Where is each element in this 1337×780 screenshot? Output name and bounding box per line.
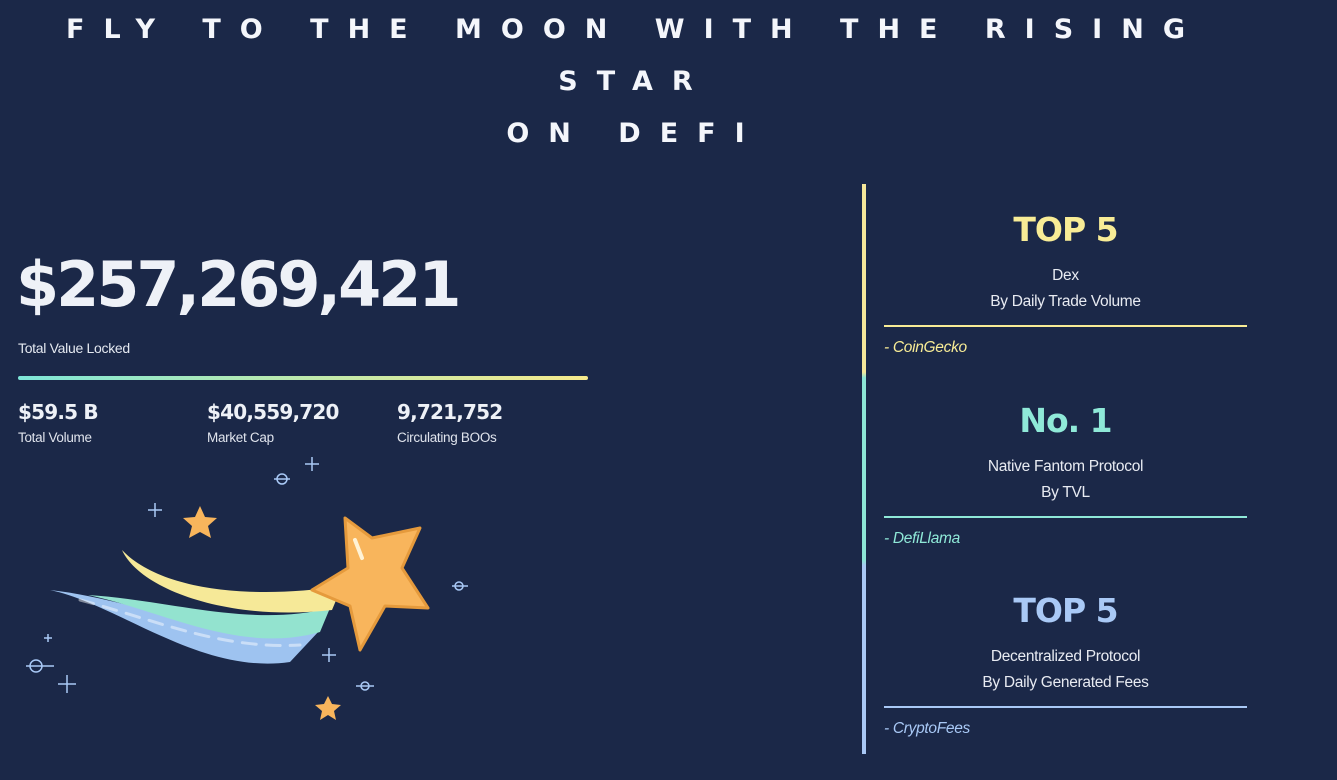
stat-label: Market Cap — [207, 430, 274, 445]
ranking-defillama: No. 1 Native Fantom Protocol By TVL - De… — [884, 401, 1247, 548]
headline-line-2: ON DEFI — [506, 118, 764, 149]
headline: FLY TO THE MOON WITH THE RISING STAR ON … — [0, 4, 1270, 160]
rank-line-1: Decentralized Protocol — [990, 648, 1141, 665]
rank-line-2: By Daily Trade Volume — [990, 293, 1141, 310]
star-shine — [353, 538, 364, 560]
stat-value: $40,559,720 — [207, 400, 339, 424]
tvl-value: $257,269,421 — [16, 248, 462, 321]
stat-total-volume: $59.5 B Total Volume — [18, 400, 99, 445]
small-star-icon — [183, 506, 217, 538]
ranking-coingecko: TOP 5 Dex By Daily Trade Volume - CoinGe… — [884, 210, 1247, 357]
ranking-cryptofees: TOP 5 Decentralized Protocol By Daily Ge… — [884, 591, 1247, 738]
shooting-star-illustration — [26, 457, 468, 720]
rank-rule — [884, 325, 1247, 327]
headline-line-1: FLY TO THE MOON WITH THE RISING STAR — [66, 14, 1204, 97]
rank-rule — [884, 516, 1247, 518]
stat-value: 9,721,752 — [397, 400, 503, 424]
stat-market-cap: $40,559,720 Market Cap — [207, 400, 339, 445]
rank-source: - DefiLlama — [884, 530, 960, 547]
star-icon — [310, 516, 430, 652]
stat-label: Total Volume — [18, 430, 92, 445]
rank-title: TOP 5 — [1013, 210, 1118, 249]
rank-line-2: By Daily Generated Fees — [982, 674, 1149, 691]
rank-title: No. 1 — [1019, 401, 1112, 440]
trail-yellow — [122, 550, 342, 613]
rank-line-1: Dex — [1052, 267, 1079, 284]
rank-title: TOP 5 — [1013, 591, 1118, 630]
stat-label: Circulating BOOs — [397, 430, 497, 445]
small-star-icon — [315, 696, 341, 720]
ranking-divider — [862, 184, 866, 754]
tvl-label: Total Value Locked — [18, 340, 130, 356]
sparkle-icon — [26, 457, 468, 693]
rank-line-2: By TVL — [1041, 484, 1090, 501]
trail-blue — [50, 590, 320, 664]
stat-value: $59.5 B — [18, 400, 99, 424]
stat-circulating-boos: 9,721,752 Circulating BOOs — [397, 400, 503, 445]
trail-highlight — [78, 598, 302, 648]
trail-green — [88, 595, 330, 639]
rank-line-1: Native Fantom Protocol — [987, 458, 1144, 475]
rank-source: - CryptoFees — [884, 720, 970, 737]
rank-rule — [884, 706, 1247, 708]
rank-source: - CoinGecko — [884, 339, 967, 356]
tvl-divider — [18, 376, 588, 380]
